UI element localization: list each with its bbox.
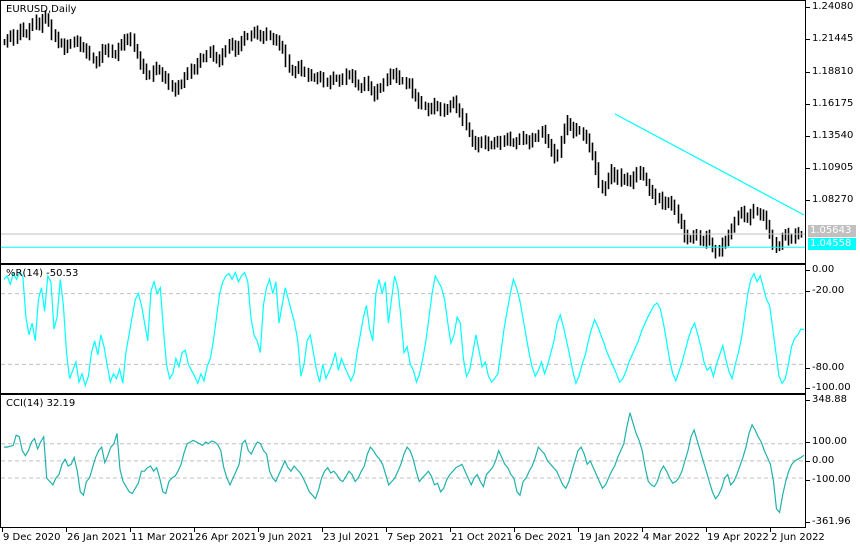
cci-pane[interactable]: CCI(14) 32.19 [0,394,806,528]
price-pane[interactable]: EURUSD,Daily [0,0,806,264]
symbol-timeframe-label: EURUSD,Daily [6,4,77,15]
time-axis-label: 6 Dec 2021 [515,532,573,543]
price-axis-tick-label: 1.21445 [812,33,854,44]
cci-axis-tick-label: -361.96 [812,516,851,527]
time-axis-label: 2 Jun 2022 [771,532,825,543]
williams-r-label: %R(14) -50.53 [6,268,79,279]
cci-axis-tick-label: 348.88 [812,394,847,405]
time-axis-label: 26 Apr 2021 [195,532,257,543]
time-axis-label: 23 Jul 2021 [323,532,380,543]
cci-axis-tick-label: -100.00 [812,474,851,485]
time-axis-label: 4 Mar 2022 [643,532,701,543]
time-axis-label: 19 Jan 2022 [579,532,639,543]
price-axis-tick-label: 1.10905 [812,162,854,173]
time-axis-label: 7 Sep 2021 [387,532,445,543]
price-axis[interactable]: 1.24080 1.21445 1.18810 1.16175 1.13540 1.109… [806,0,860,550]
price-axis-tick-label: 1.08270 [812,194,854,205]
cci-axis-tick-label: 100.00 [812,436,847,447]
cci-axis-ticks: 348.88 100.00 0.00 -100.00 -361.96 [806,394,860,528]
current-price-tag: 1.04558 [808,238,856,250]
time-axis-label: 21 Oct 2021 [451,532,513,543]
williams-r-axis-tick-label: -100.00 [812,382,851,393]
time-axis-label: 26 Jan 2021 [67,532,127,543]
time-axis-label: 11 Mar 2021 [131,532,195,543]
cci-label: CCI(14) 32.19 [6,398,76,409]
time-axis-label: 9 Dec 2020 [3,532,61,543]
williams-r-pane[interactable]: %R(14) -50.53 [0,264,806,394]
time-axis-label: 19 Apr 2022 [707,532,769,543]
time-axis-label: 9 Jun 2021 [259,532,313,543]
williams-r-axis-tick-label: -20.00 [812,285,845,296]
cci-plot[interactable] [1,395,805,527]
williams-r-axis-tick-label: 0.00 [812,264,835,275]
price-axis-tick-label: 1.16175 [812,98,854,109]
price-axis-tick-label: 1.24080 [812,1,854,12]
time-axis[interactable]: 9 Dec 2020 26 Jan 2021 11 Mar 2021 26 Apr 2… [0,528,825,550]
cci-axis-tick-label: 0.00 [812,455,835,466]
price-axis-tick-label: 1.18810 [812,66,854,77]
current-price-tag: 1.05643 [808,225,856,237]
price-axis-tick-label: 1.13540 [812,130,854,141]
williams-r-axis-ticks: 0.00 -20.00 -80.00 -100.00 [806,264,860,394]
williams-r-axis-tick-label: -80.00 [812,362,845,373]
price-chart-plot[interactable] [1,1,805,263]
williams-r-plot[interactable] [1,265,805,393]
